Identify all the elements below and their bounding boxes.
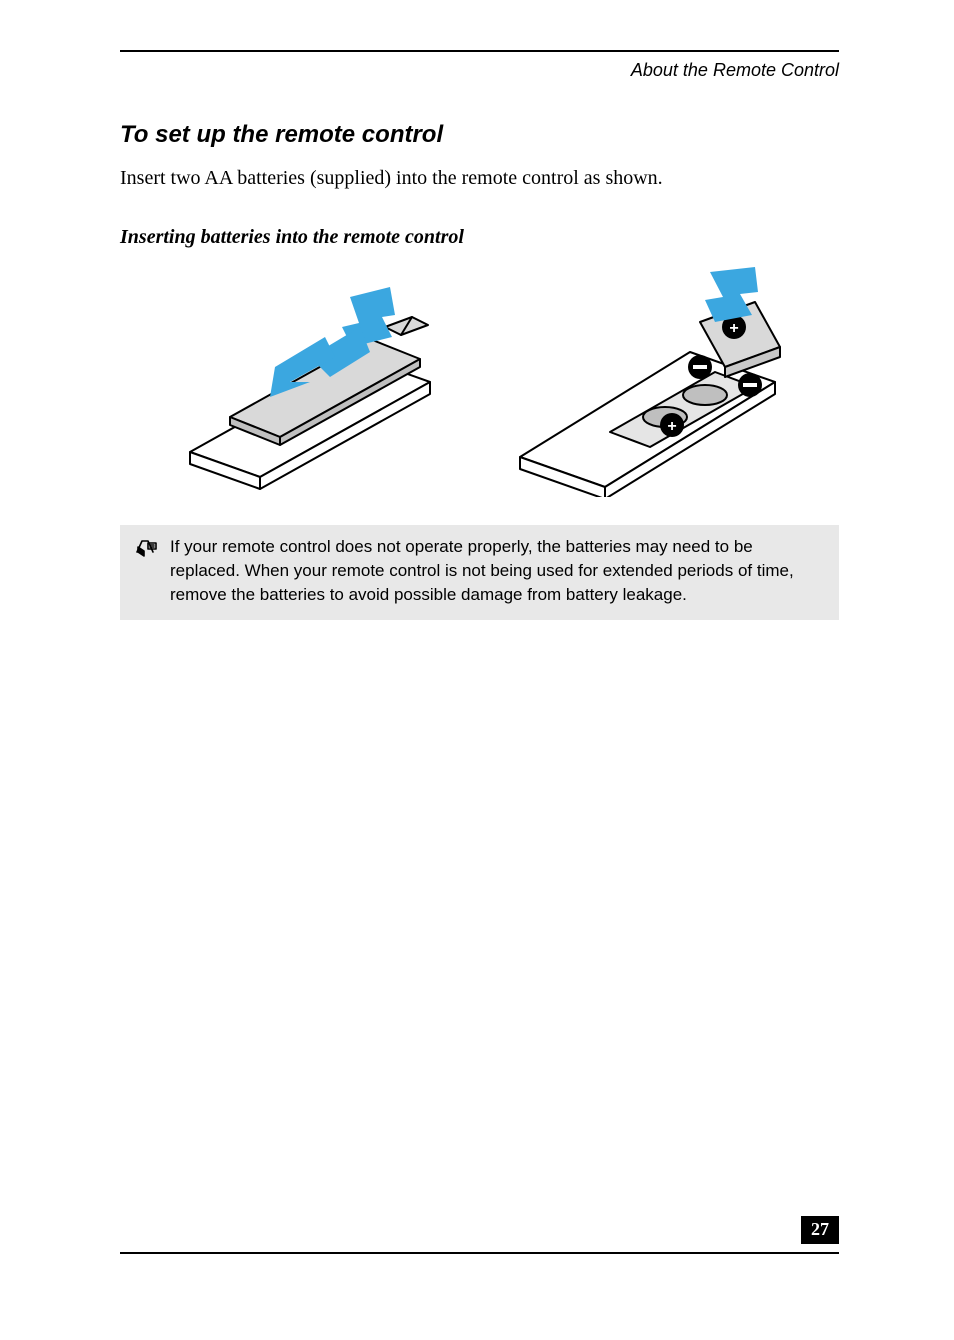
figure-caption: Inserting batteries into the remote cont…: [120, 226, 839, 249]
note-icon: [134, 537, 160, 606]
figure-row: + +: [120, 267, 839, 497]
running-header: About the Remote Control: [120, 60, 839, 81]
note-box: If your remote control does not operate …: [120, 525, 839, 620]
body-paragraph: Insert two AA batteries (supplied) into …: [120, 165, 839, 192]
figure-remote-cover: [160, 267, 460, 497]
page: About the Remote Control To set up the r…: [0, 0, 954, 1340]
svg-text:+: +: [667, 418, 676, 435]
svg-text:+: +: [729, 320, 738, 337]
arrow-icon: [705, 267, 758, 322]
top-rule: [120, 50, 839, 52]
note-text: If your remote control does not operate …: [170, 535, 823, 606]
section-title: To set up the remote control: [120, 121, 839, 149]
figure-remote-batteries: + +: [500, 267, 800, 497]
bottom-rule: [120, 1252, 839, 1254]
page-number: 27: [801, 1216, 839, 1244]
